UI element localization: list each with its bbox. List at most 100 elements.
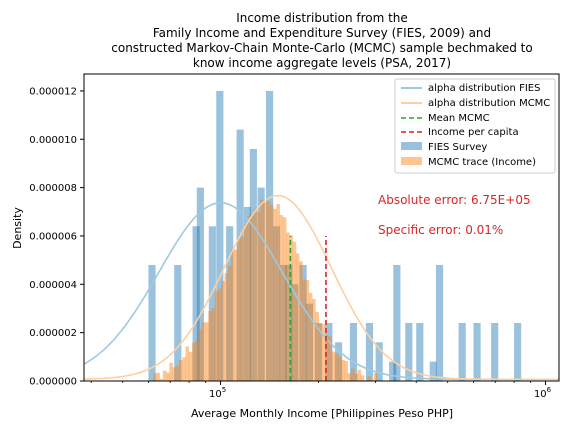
mcmc-hist-bar	[153, 373, 157, 381]
mcmc-hist-bar	[159, 378, 164, 381]
mcmc-hist-bar	[347, 373, 352, 381]
mcmc-hist-bar	[308, 292, 313, 381]
fies-hist-bar	[196, 187, 204, 381]
mcmc-hist-bar	[169, 362, 173, 381]
mcmc-hist-bar	[211, 308, 216, 381]
legend-fies-survey-label: FIES Survey	[428, 142, 487, 153]
legend-frame	[394, 78, 556, 174]
fies-hist-bar	[148, 264, 156, 381]
title-line-3: constructed Markov-Chain Monte-Carlo (MC…	[111, 41, 532, 55]
mcmc-hist-bar	[221, 281, 225, 381]
y-tick-label: 0.000006	[29, 231, 77, 242]
fies-hist-bar	[243, 206, 252, 381]
mcmc-hist-bar	[321, 324, 326, 381]
mcmc-hist-bar	[182, 357, 186, 381]
legend-mcmc-trace-swatch	[401, 157, 422, 165]
fies-hist-bar	[226, 226, 234, 381]
fies-hist-bar	[314, 322, 322, 381]
y-tick-label: 0.000000	[29, 377, 77, 388]
mcmc-hist-bar	[195, 340, 199, 381]
fies-hist-bar	[473, 322, 481, 381]
fies-hist-bar	[299, 264, 307, 381]
fies-hist-bar	[365, 322, 374, 381]
mcmc-alpha-curve	[84, 194, 559, 381]
mcmc-hist-bar	[357, 369, 362, 381]
mcmc-hist-bar	[286, 232, 290, 381]
mcmc-hist-bar	[260, 199, 264, 381]
mcmc-hist-bar	[360, 375, 365, 381]
mcmc-hist-bar	[172, 367, 177, 381]
fies-hist-bar	[174, 264, 182, 381]
mcmc-hist-bar	[341, 360, 345, 381]
legend-income-per-capita-label: Income per capita	[428, 127, 519, 138]
fies-hist-bar	[291, 284, 299, 381]
mcmc-hist-bar	[354, 373, 358, 381]
y-tick-label: 0.000004	[29, 280, 77, 291]
mcmc-hist-bar	[302, 279, 306, 381]
y-tick-label: 0.000012	[29, 86, 77, 97]
mcmc-hist-bar	[305, 279, 310, 381]
mcmc-hist-bar	[188, 351, 193, 381]
mcmc-hist-bar	[344, 361, 349, 381]
y-axis-label: Density	[11, 207, 24, 249]
fies-hist-bar	[266, 90, 274, 381]
absolute-error-annotation: Absolute error: 6.75E+05	[378, 193, 531, 207]
mcmc-hist-bar	[234, 249, 238, 381]
mcmc-hist-bar	[214, 290, 219, 381]
fies-hist-bar	[249, 148, 257, 381]
title-line-1: Income distribution from the	[236, 11, 408, 25]
fies-hist-bar	[491, 322, 499, 381]
legend-mcmc-trace-label: MCMC trace (Income)	[428, 157, 536, 168]
fies-hist-bar	[208, 226, 216, 381]
y-tick-label: 0.000010	[29, 135, 77, 146]
mcmc-hist-bar	[201, 322, 206, 381]
mcmc-hist-bar	[269, 204, 274, 381]
fies-hist-bar	[375, 342, 383, 381]
fies-hist-bar	[305, 303, 314, 381]
plot-area: 0.000000 0.000002 0.000004 0.000006 0.000008…	[29, 73, 560, 400]
mcmc-hist-bar	[156, 372, 160, 381]
chart-title: Income distribution from the Family Inco…	[111, 11, 532, 70]
mcmc-hist-bar	[373, 373, 378, 381]
fies-hist-bar	[405, 322, 413, 381]
mcmc-hist-bar	[192, 342, 196, 381]
specific-error-annotation: Specific error: 0.01%	[378, 223, 503, 237]
fies-hist-bar	[192, 226, 200, 381]
mcmc-hist-bar	[205, 322, 209, 381]
mcmc-hist-bar	[292, 241, 297, 381]
mcmc-hist-bar	[224, 273, 229, 381]
mcmc-hist-bar	[367, 376, 371, 381]
mcmc-hist-bar	[237, 238, 242, 381]
mcmc-hist-bar	[230, 249, 235, 381]
fies-hist-bar	[514, 322, 522, 381]
mcmc-hist-bar	[312, 298, 316, 381]
fies-hist-bar	[335, 342, 343, 381]
fies-hist-bar	[458, 322, 466, 381]
y-tick-label: 0.000002	[29, 328, 77, 339]
mcmc-hist-bar	[250, 216, 254, 381]
legend-mean-mcmc-label: Mean MCMC	[428, 113, 490, 124]
mcmc-hist-bar	[240, 236, 245, 381]
mcmc-hist-bar	[266, 201, 271, 381]
mcmc-hist-bar	[328, 336, 332, 381]
fies-hist-bar	[429, 361, 437, 381]
fies-hist-bar	[279, 264, 287, 381]
mcmc-hist-bar	[162, 370, 167, 381]
plot-frame	[83, 73, 560, 382]
mcmc-hist-bar	[282, 217, 287, 381]
mcmc-hist-bar	[166, 372, 170, 381]
mcmc-hist-bar	[175, 365, 180, 381]
x-tick-label: 106	[534, 386, 552, 400]
mcmc-hist-bar	[253, 209, 258, 381]
fies-hist-bar	[325, 322, 333, 381]
mcmc-hist-bar	[299, 261, 303, 381]
mcmc-hist-bar	[338, 356, 342, 381]
mcmc-hist-bar	[247, 216, 251, 381]
mcmc-hist-bar	[276, 204, 280, 381]
mcmc-hist-bar	[263, 202, 267, 381]
legend-fies-survey-swatch	[401, 142, 422, 150]
mcmc-hist-bar	[295, 253, 300, 381]
mcmc-hist-bar	[208, 310, 212, 381]
